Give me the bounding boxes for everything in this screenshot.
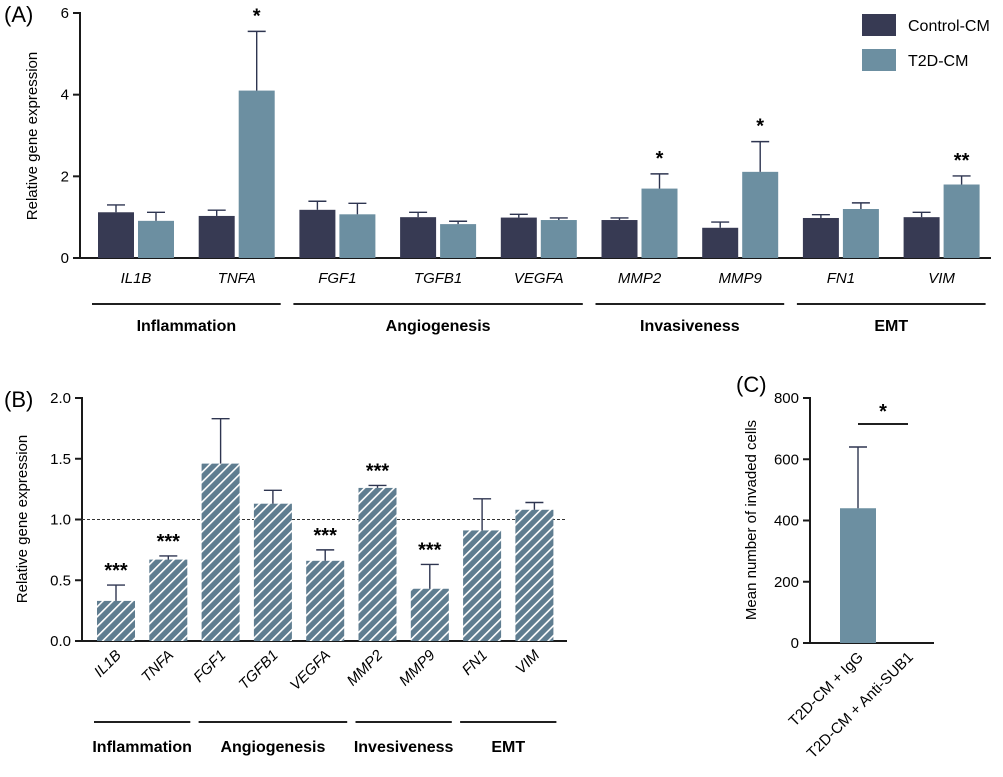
bar-control [299,209,336,258]
bar-control [601,220,638,258]
bar-t2d [540,220,577,258]
bar-control [500,217,537,258]
gene-label: TGFB1 [414,270,462,287]
gene-label: VEGFA [514,270,564,287]
bar-control [198,215,235,258]
y-tick-label: 0.5 [50,572,71,589]
bar-control [903,217,940,258]
group-label: EMT [491,739,525,756]
panel-a-legend: Control-CM T2D-CM [862,14,990,71]
significance-mark: *** [366,460,390,482]
bar-control [400,217,437,258]
gene-label: FGF1 [190,647,229,686]
bar [201,463,240,641]
gene-label: VEGFA [287,647,334,694]
legend-swatch-t2d [862,49,896,71]
gene-label: FGF1 [318,270,356,287]
gene-label: MMP2 [344,646,387,689]
significance-mark: *** [104,560,128,582]
y-tick-label: 1.0 [50,512,71,529]
bar-control [98,212,134,258]
panel-c: (C) Mean number of invaded cells 0 200 400… [736,372,934,762]
bar-t2d [339,214,376,258]
significance-mark: * [756,116,764,138]
panel-b-label: (B) [4,387,33,412]
group-label: Invesiveness [354,739,454,756]
gene-label: VIM [512,646,543,677]
bar [97,600,135,641]
gene-label: FN1 [459,647,491,679]
gene-label: TGFB1 [236,647,282,693]
panel-a: (A) Relative gene expression 0 2 4 6 IL1B TN… [4,2,991,335]
gene-label: IL1B [91,647,125,681]
legend-label-control: Control-CM [908,18,990,35]
y-tick-label: 2.0 [50,390,71,407]
y-tick-label: 0.0 [50,633,71,650]
gene-label: MMP9 [719,270,763,287]
y-tick-label: 200 [774,574,799,591]
significance-mark: *** [314,525,338,547]
significance-mark: *** [418,539,442,561]
y-tick-label: 0 [61,250,69,267]
bar-control [802,217,839,258]
panel-b-ylabel: Relative gene expression [14,435,31,603]
y-tick-label: 2 [61,168,69,185]
bar-t2d [238,90,275,258]
significance-mark: ** [954,150,970,172]
bar-t2d [943,184,980,258]
gene-label: TNFA [218,270,256,287]
group-label: Angiogenesis [386,318,491,335]
group-label: Inflammation [137,318,237,335]
significance-mark: * [879,401,887,423]
panel-c-label: (C) [736,372,767,397]
gene-label: IL1B [121,270,152,287]
gene-label: VIM [928,270,955,287]
significance-mark: * [253,5,261,27]
significance-mark: * [656,148,664,170]
gene-label: MMP9 [396,646,439,689]
y-tick-label: 6 [61,5,69,22]
gene-label: MMP2 [618,270,662,287]
bar [358,487,397,641]
bar [149,559,188,641]
panel-a-ylabel: Relative gene expression [24,52,41,220]
bar [840,508,876,643]
bar [463,530,502,641]
gene-label: TNFA [138,647,177,686]
significance-mark: *** [157,531,181,553]
panel-b: (B) Relative gene expression 0.0 0.5 1.0 1.… [4,387,567,756]
y-tick-label: 1.5 [50,451,71,468]
y-tick-label: 4 [61,87,69,104]
bar-t2d [742,171,779,258]
bar-t2d [138,220,174,258]
bar [253,503,292,641]
bar-t2d [440,224,477,258]
panel-a-label: (A) [4,2,33,27]
group-label: EMT [874,318,908,335]
y-tick-label: 800 [774,390,799,407]
group-label: Inflammation [92,739,192,756]
group-label: Invasiveness [640,318,740,335]
bar [515,509,554,641]
group-label: Angiogenesis [220,739,325,756]
bar-control [702,227,739,258]
bar-t2d [842,209,879,258]
legend-label-t2d: T2D-CM [908,53,968,70]
legend-swatch-control [862,14,896,36]
y-tick-label: 600 [774,451,799,468]
y-tick-label: 0 [791,635,799,652]
bar [410,588,449,641]
bar-t2d [641,188,678,258]
gene-label: FN1 [827,270,855,287]
bar [306,560,345,641]
panel-c-ylabel: Mean number of invaded cells [743,420,760,620]
y-tick-label: 400 [774,513,799,530]
